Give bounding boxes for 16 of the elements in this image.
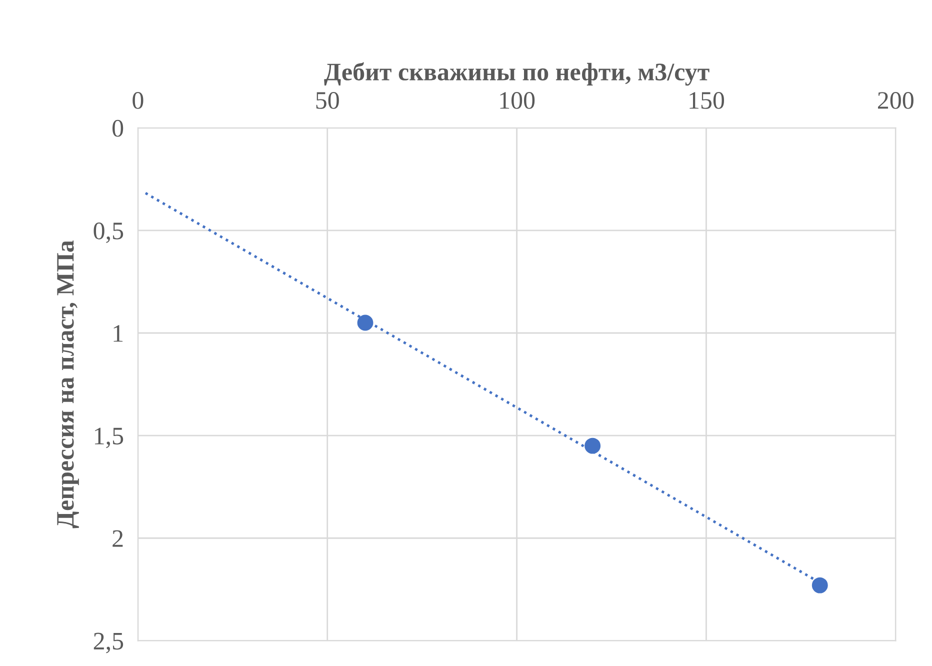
y-axis-title: Депрессия на пласт, МПа — [57, 240, 79, 528]
point — [357, 314, 374, 331]
y-tick-label: 2,5 — [94, 632, 124, 654]
x-tick-label: 50 — [316, 92, 339, 109]
x-tick-label: 150 — [690, 92, 724, 109]
x-tick-label: 100 — [500, 92, 535, 109]
y-tick-label: 2 — [112, 530, 123, 547]
x-tick-label: 0 — [132, 92, 144, 109]
y-tick-label: 1,5 — [94, 428, 124, 448]
point — [812, 577, 828, 594]
y-tick-label: 0,5 — [94, 222, 124, 243]
y-tick-label: 1 — [114, 325, 123, 342]
x-axis-title: Дебит скважины по нефти, м3/сут — [324, 62, 710, 86]
point — [584, 438, 601, 454]
y-tick-label: 0 — [112, 120, 124, 137]
x-tick-label: 200 — [878, 92, 914, 109]
